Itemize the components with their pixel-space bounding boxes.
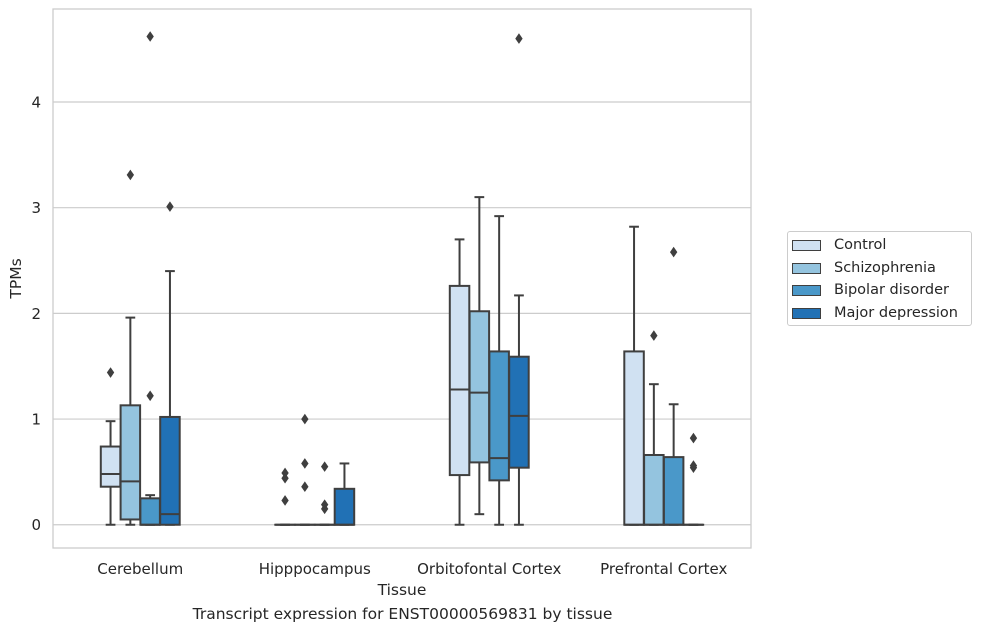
legend-swatch-bipolar-disorder (792, 284, 821, 296)
legend-item-schizophrenia: Schizophrenia (792, 258, 936, 278)
box-schizophrenia-prefrontal-cortex (643, 330, 665, 526)
y-tick-label: 2 (31, 305, 41, 323)
iqr-box (99, 445, 122, 488)
x-axis-label: Tissue (377, 581, 427, 599)
box-major-depression-cerebellum (159, 201, 181, 526)
legend-label-control: Control (834, 237, 887, 253)
iqr-box (643, 453, 665, 526)
box-schizophrenia-orbitofontal-cortex (468, 196, 491, 516)
x-tick-label: Hipppocampus (259, 560, 371, 578)
box-major-depression-prefrontal-cortex (682, 432, 705, 526)
box-control-hipppocampus (274, 467, 296, 526)
outlier-point (301, 481, 309, 492)
box-major-depression-hipppocampus (333, 462, 356, 526)
iqr-box (448, 284, 471, 477)
iqr-box (139, 497, 161, 526)
box-bipolar-disorder-cerebellum (139, 31, 161, 526)
iqr-box (623, 350, 645, 526)
y-tick-labels: 0 1 2 3 4 (31, 94, 41, 535)
outlier-point (689, 432, 698, 444)
outlier-point (650, 330, 658, 341)
iqr-box (468, 310, 491, 464)
outlier-point (146, 390, 154, 402)
iqr-box (333, 487, 356, 526)
legend-item-bipolar-disorder: Bipolar disorder (792, 280, 949, 300)
y-tick-label: 4 (31, 94, 41, 112)
outlier-point (301, 458, 309, 469)
box-control-orbitofontal-cortex (448, 238, 471, 526)
outlier-point (106, 367, 115, 378)
iqr-box (119, 404, 142, 521)
outlier-point (301, 413, 309, 425)
iqr-box (488, 350, 510, 482)
x-tick-label: Prefrontal Cortex (600, 560, 727, 578)
box-schizophrenia-cerebellum (119, 169, 142, 526)
y-axis-label: TPMs (7, 258, 25, 299)
iqr-box (508, 355, 530, 469)
iqr-box (662, 456, 685, 526)
legend-item-major-depression: Major depression (792, 303, 958, 323)
x-tick-label: Orbitofontal Cortex (417, 560, 561, 578)
box-bipolar-disorder-prefrontal-cortex (662, 246, 685, 526)
outlier-point (320, 461, 329, 472)
y-tick-label: 3 (31, 199, 41, 217)
x-tick-labels: Cerebellum Hipppocampus Orbitofontal Corte… (97, 560, 727, 578)
plot-area-frame (52, 8, 752, 549)
outlier-point (166, 201, 174, 212)
legend-swatch-major-depression (792, 307, 821, 319)
figure-caption: Transcript expression for ENST0000056983… (192, 605, 613, 623)
box-major-depression-orbitofontal-cortex (508, 33, 530, 526)
outlier-point (126, 169, 135, 181)
y-tick-label: 1 (31, 411, 41, 429)
outlier-point (146, 31, 154, 42)
outlier-point (669, 246, 678, 258)
legend-label-bipolar-disorder: Bipolar disorder (834, 282, 949, 298)
outlier-point (281, 495, 289, 506)
box-schizophrenia-hipppocampus (294, 413, 316, 526)
box-bipolar-disorder-orbitofontal-cortex (488, 215, 510, 526)
legend-swatch-schizophrenia (792, 262, 821, 274)
box-control-prefrontal-cortex (623, 225, 645, 526)
outlier-point (281, 467, 289, 479)
outlier-point (689, 460, 698, 471)
boxes (99, 31, 705, 526)
outlier-point (320, 499, 329, 510)
legend-label-major-depression: Major depression (834, 305, 958, 321)
box-control-cerebellum (99, 367, 122, 526)
y-tick-label: 0 (31, 516, 41, 534)
x-tick-label: Cerebellum (97, 560, 183, 578)
legend-label-schizophrenia: Schizophrenia (834, 260, 936, 276)
iqr-box (159, 415, 181, 526)
outlier-point (515, 33, 523, 44)
legend-item-control: Control (792, 235, 886, 255)
legend-swatch-control (792, 239, 821, 251)
legend: Control Schizophrenia Bipolar disorder M… (787, 231, 972, 326)
box-bipolar-disorder-hipppocampus (313, 461, 336, 526)
